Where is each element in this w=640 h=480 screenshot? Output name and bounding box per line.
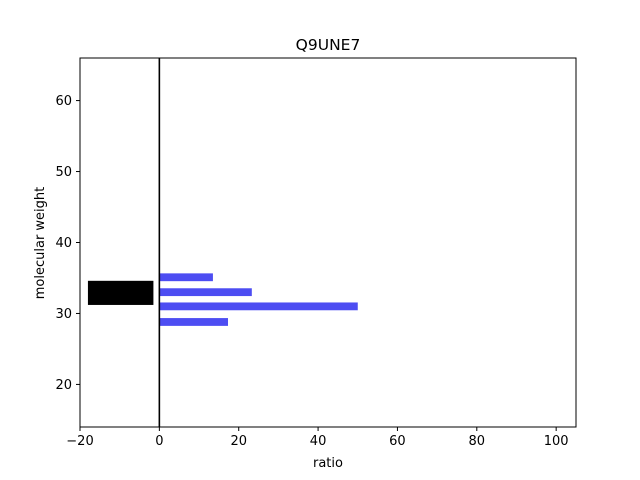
ratio-bar — [159, 302, 358, 311]
x-tick-label: 100 — [544, 434, 569, 449]
x-tick-label: 40 — [310, 434, 327, 449]
x-tick-label: −20 — [66, 434, 93, 449]
y-tick-label: 40 — [55, 236, 72, 251]
y-tick-label: 20 — [55, 378, 72, 393]
ratio-bar — [159, 273, 213, 282]
y-tick-label: 30 — [55, 307, 72, 322]
x-tick-label: 20 — [230, 434, 247, 449]
reference-block — [87, 280, 154, 305]
chart-title: Q9UNE7 — [296, 36, 361, 54]
x-axis-title: ratio — [313, 456, 343, 471]
y-axis-title: molecular weight — [33, 187, 48, 300]
ratio-bar — [159, 288, 252, 297]
y-tick-label: 50 — [55, 165, 72, 180]
x-tick-label: 0 — [155, 434, 163, 449]
ratio-bar — [159, 318, 229, 326]
x-tick-label: 80 — [469, 434, 486, 449]
x-tick-label: 60 — [389, 434, 406, 449]
plot-area: −20 0 20 40 60 80 100 20 30 40 50 60 — [55, 57, 577, 449]
y-tick-label: 60 — [55, 94, 72, 109]
plot-frame — [79, 57, 577, 428]
